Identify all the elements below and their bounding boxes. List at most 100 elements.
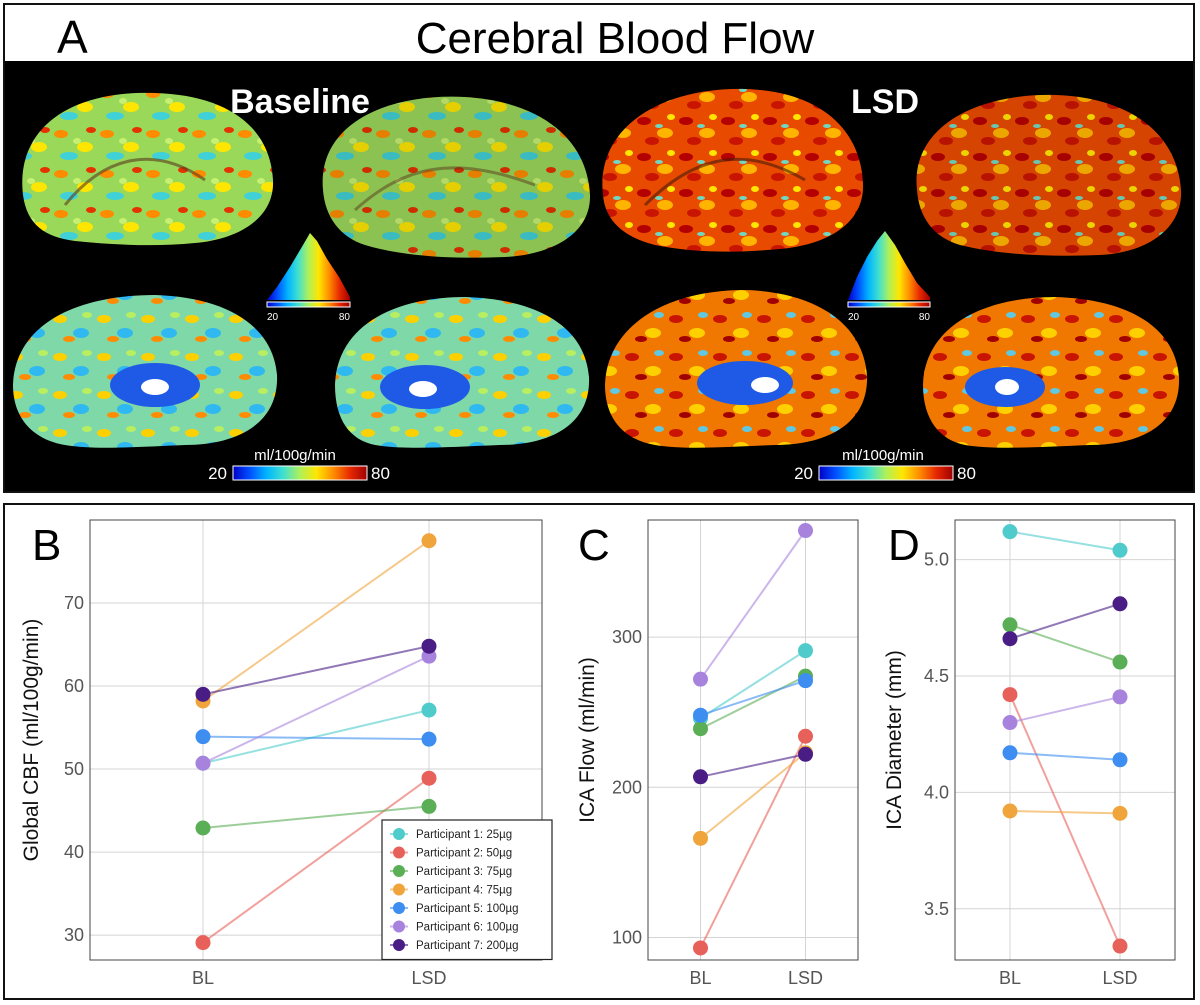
data-point	[421, 638, 437, 654]
series-line	[202, 655, 430, 765]
lsd-colorbar-min: 20	[794, 464, 813, 483]
data-point	[195, 686, 211, 702]
data-point	[1112, 805, 1128, 821]
x-tick-label: BL	[999, 968, 1021, 988]
data-point	[421, 731, 437, 747]
legend-label: Participant 3: 75µg	[416, 866, 512, 878]
x-tick-label: LSD	[1102, 968, 1137, 988]
data-point	[693, 671, 708, 687]
legend-marker	[393, 902, 405, 914]
y-tick-label: 3.5	[924, 899, 949, 919]
series-line	[700, 679, 806, 717]
series-line	[1009, 810, 1121, 815]
data-point	[1002, 524, 1018, 540]
chart-c-ica-flow: 100 200 300 BL LSD ICA Flow (ml/min)	[576, 519, 859, 988]
lsd-hist-min: 20	[848, 312, 860, 323]
data-point	[421, 770, 437, 786]
data-point	[1002, 631, 1018, 647]
legend-marker	[393, 865, 405, 877]
x-tick-label: BL	[689, 968, 711, 988]
y-axis-label: Global CBF (ml/100g/min)	[20, 619, 43, 862]
panel-a-title: Cerebral Blood Flow	[416, 14, 815, 63]
panel-a-title-bar	[5, 5, 1193, 61]
y-axis-label: ICA Flow (ml/min)	[576, 657, 599, 823]
series-line	[1009, 695, 1121, 724]
data-point	[798, 643, 813, 659]
baseline-lateral-left-brain	[22, 92, 274, 246]
panels-bcd-frame	[3, 503, 1195, 1000]
panel-c-letter: C	[578, 521, 610, 570]
plot-area	[954, 519, 1176, 961]
data-point	[693, 707, 708, 723]
series-line	[700, 675, 806, 730]
data-point	[1002, 803, 1018, 819]
baseline-medial-left-brain	[13, 295, 278, 448]
legend-label: Participant 1: 25µg	[416, 829, 512, 841]
y-tick-label: 50	[64, 759, 84, 779]
baseline-medial-right-brain	[335, 297, 590, 448]
data-point	[693, 769, 708, 785]
x-tick-label: LSD	[788, 968, 823, 988]
data-point	[798, 746, 813, 762]
y-tick-label: 40	[64, 842, 84, 862]
series-line	[202, 777, 430, 944]
baseline-hist-max: 80	[339, 312, 351, 323]
series-line	[699, 735, 807, 949]
data-point	[1002, 617, 1018, 633]
plot-area	[647, 519, 859, 961]
baseline-colorbar	[232, 465, 368, 481]
lsd-histogram	[847, 231, 931, 308]
data-point	[195, 820, 211, 836]
legend-marker	[393, 920, 405, 933]
data-point	[1002, 745, 1018, 761]
lsd-colorbar	[818, 465, 954, 481]
y-tick-label: 5.0	[924, 550, 949, 570]
data-point	[195, 755, 211, 771]
baseline-label: Baseline	[230, 83, 370, 121]
data-point	[421, 798, 437, 814]
legend-label: Participant 2: 50µg	[416, 848, 512, 860]
lsd-colorbar-unit: ml/100g/min	[842, 447, 924, 464]
y-tick-label: 100	[612, 927, 642, 947]
lsd-lateral-left-brain	[602, 88, 864, 252]
y-tick-label: 30	[64, 925, 84, 945]
data-point	[693, 830, 708, 846]
data-point	[1002, 687, 1018, 703]
legend-label: Participant 5: 100µg	[416, 903, 519, 915]
data-point	[1112, 542, 1128, 558]
data-point	[798, 673, 813, 689]
baseline-lateral-right-brain	[322, 96, 591, 258]
series-line	[1009, 602, 1121, 640]
data-point	[1112, 938, 1128, 954]
legend-label: Participant 6: 100µg	[416, 922, 519, 934]
series-line	[1009, 694, 1121, 947]
y-tick-label: 60	[64, 676, 84, 696]
legend-label: Participant 4: 75µg	[416, 885, 512, 897]
x-tick-label: BL	[192, 968, 214, 988]
series-line	[699, 529, 807, 680]
legend-marker	[393, 828, 405, 840]
series-line	[699, 649, 807, 720]
y-axis-label: ICA Diameter (mm)	[883, 650, 906, 830]
y-tick-label: 4.5	[924, 666, 949, 686]
lsd-medial-right-brain	[923, 297, 1180, 448]
legend-box	[381, 819, 553, 961]
lsd-label: LSD	[851, 83, 919, 121]
legend-label: Participant 7: 200µg	[416, 940, 519, 952]
plot-area	[89, 519, 543, 961]
series-line	[202, 539, 430, 702]
series-line	[699, 751, 807, 840]
series-line	[1009, 623, 1121, 663]
legend-marker	[393, 883, 405, 896]
lsd-lateral-right-brain	[916, 94, 1182, 256]
series-line	[1009, 751, 1121, 761]
baseline-hist-min: 20	[267, 312, 279, 323]
legend-marker	[393, 939, 405, 951]
y-tick-label: 300	[612, 627, 642, 647]
data-point	[195, 729, 211, 745]
x-tick-label: LSD	[411, 968, 446, 988]
panel-a-figure: A Cerebral Blood Flow Baseline LSD	[5, 5, 1193, 483]
data-point	[421, 702, 437, 718]
lsd-colorbar-max: 80	[957, 464, 976, 483]
